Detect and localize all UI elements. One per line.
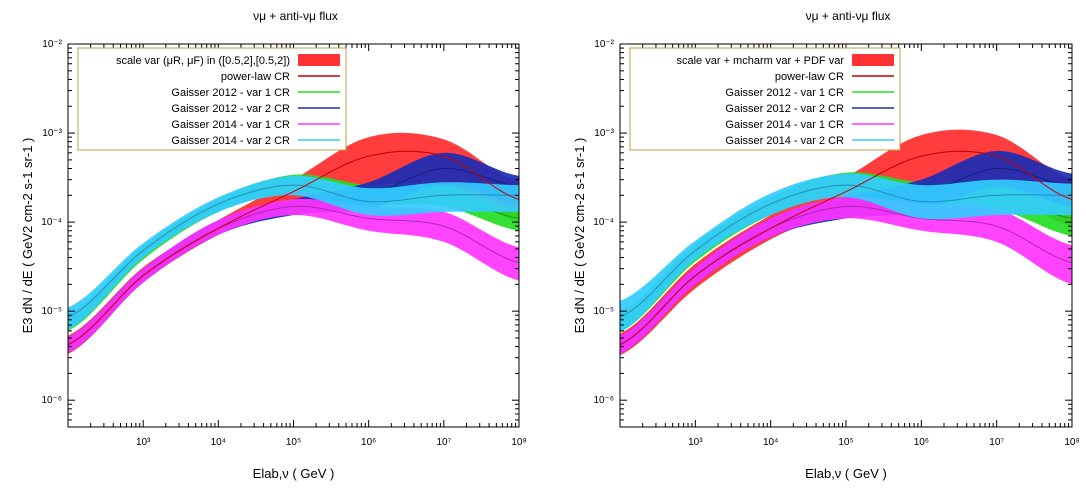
x-tick-label: 10⁶ [914,437,929,448]
chart-panel-1: 10³ 10⁴ 10⁵ 10⁶ 10⁷ 10⁸ 10⁻⁶ 10⁻⁵ 10⁻⁴ 10⁻³ 10⁻² νμ… [20,9,527,481]
band-central-line-5 [620,184,1072,318]
legend-swatch-0 [298,54,340,66]
x-tick-label: 10⁵ [838,437,853,448]
legend-label-3: Gaisser 2012 - var 2 CR [725,103,844,115]
x-tick-label: 10³ [688,437,703,448]
y-tick-label: 10⁻⁶ [593,395,614,406]
band-3 [620,150,1072,354]
series-line-1 [620,150,1072,346]
x-tick-label: 10⁷ [436,437,451,448]
plot-series-group [620,129,1072,356]
legend-label-0: scale var (μR, μF) in ([0.5,2],[0.5,2]) [116,55,290,67]
plot-series-group [68,132,519,354]
series-line-1 [68,150,519,346]
chart-panel-2: 10³ 10⁴ 10⁵ 10⁶ 10⁷ 10⁸ 10⁻⁶ 10⁻⁵ 10⁻⁴ 10⁻³ 10⁻² νμ… [572,9,1080,481]
x-tick-label: 10⁷ [989,437,1004,448]
legend-label-2: Gaisser 2012 - var 1 CR [725,87,844,99]
legend-label-1: power-law CR [221,71,290,83]
chart-title: νμ + anti-νμ flux [806,9,891,23]
x-axis-label: Elab,ν ( GeV ) [253,466,335,481]
legend-label-4: Gaisser 2014 - var 1 CR [725,119,844,131]
legend-label-1: power-law CR [775,71,844,83]
x-axis-label: Elab,ν ( GeV ) [805,466,887,481]
y-tick-label: 10⁻² [594,39,614,50]
legend-label-2: Gaisser 2012 - var 1 CR [171,87,290,99]
y-axis-label: E3 dN / dE ( GeV2 cm-2 s-1 sr-1 ) [20,138,35,334]
x-tick-label: 10⁵ [286,437,301,448]
y-tick-label: 10⁻² [42,39,62,50]
x-tick-label: 10⁴ [763,437,778,448]
legend-label-4: Gaisser 2014 - var 1 CR [171,119,290,131]
legend-label-5: Gaisser 2014 - var 2 CR [725,135,844,147]
band-central-line-5 [68,184,519,318]
x-tick-label: 10⁸ [1064,437,1079,448]
legend-label-3: Gaisser 2012 - var 2 CR [171,103,290,115]
y-tick-label: 10⁻⁴ [41,217,62,228]
y-axis-label: E3 dN / dE ( GeV2 cm-2 s-1 sr-1 ) [572,138,587,334]
band-5 [68,175,519,330]
y-tick-label: 10⁻³ [594,128,614,139]
x-tick-label: 10⁶ [361,437,376,448]
legend-label-5: Gaisser 2014 - var 2 CR [171,135,290,147]
y-tick-label: 10⁻⁶ [41,395,62,406]
legend-swatch-0 [852,54,894,66]
y-tick-label: 10⁻³ [42,128,62,139]
y-tick-label: 10⁻⁴ [593,217,614,228]
x-tick-label: 10⁴ [211,437,226,448]
y-tick-label: 10⁻⁵ [41,306,62,317]
band-5 [620,173,1072,333]
x-tick-label: 10³ [136,437,151,448]
y-tick-label: 10⁻⁵ [593,306,614,317]
legend-label-0: scale var + mcharm var + PDF var [677,55,845,67]
chart-title: νμ + anti-νμ flux [253,9,338,23]
x-tick-label: 10⁸ [511,437,526,448]
